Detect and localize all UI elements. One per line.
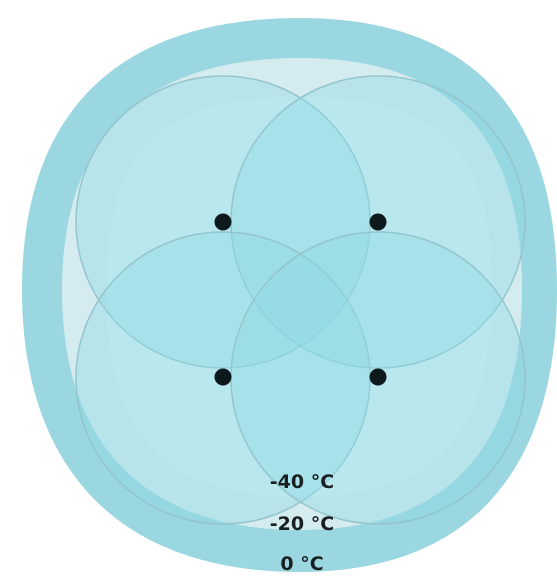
emitter-top-right	[369, 213, 387, 231]
zone-label-outer: 0 °C	[280, 553, 323, 575]
zone-label-middle: -20 °C	[270, 513, 334, 535]
emitter-bottom-left	[214, 368, 232, 386]
zone-label-inner: -40 °C	[270, 471, 334, 493]
cooling-lobes	[75, 75, 526, 525]
emitter-bottom-right	[369, 368, 387, 386]
emitter-top-left	[214, 213, 232, 231]
emitter-points	[214, 213, 387, 386]
zone-inner-shape	[106, 97, 492, 497]
